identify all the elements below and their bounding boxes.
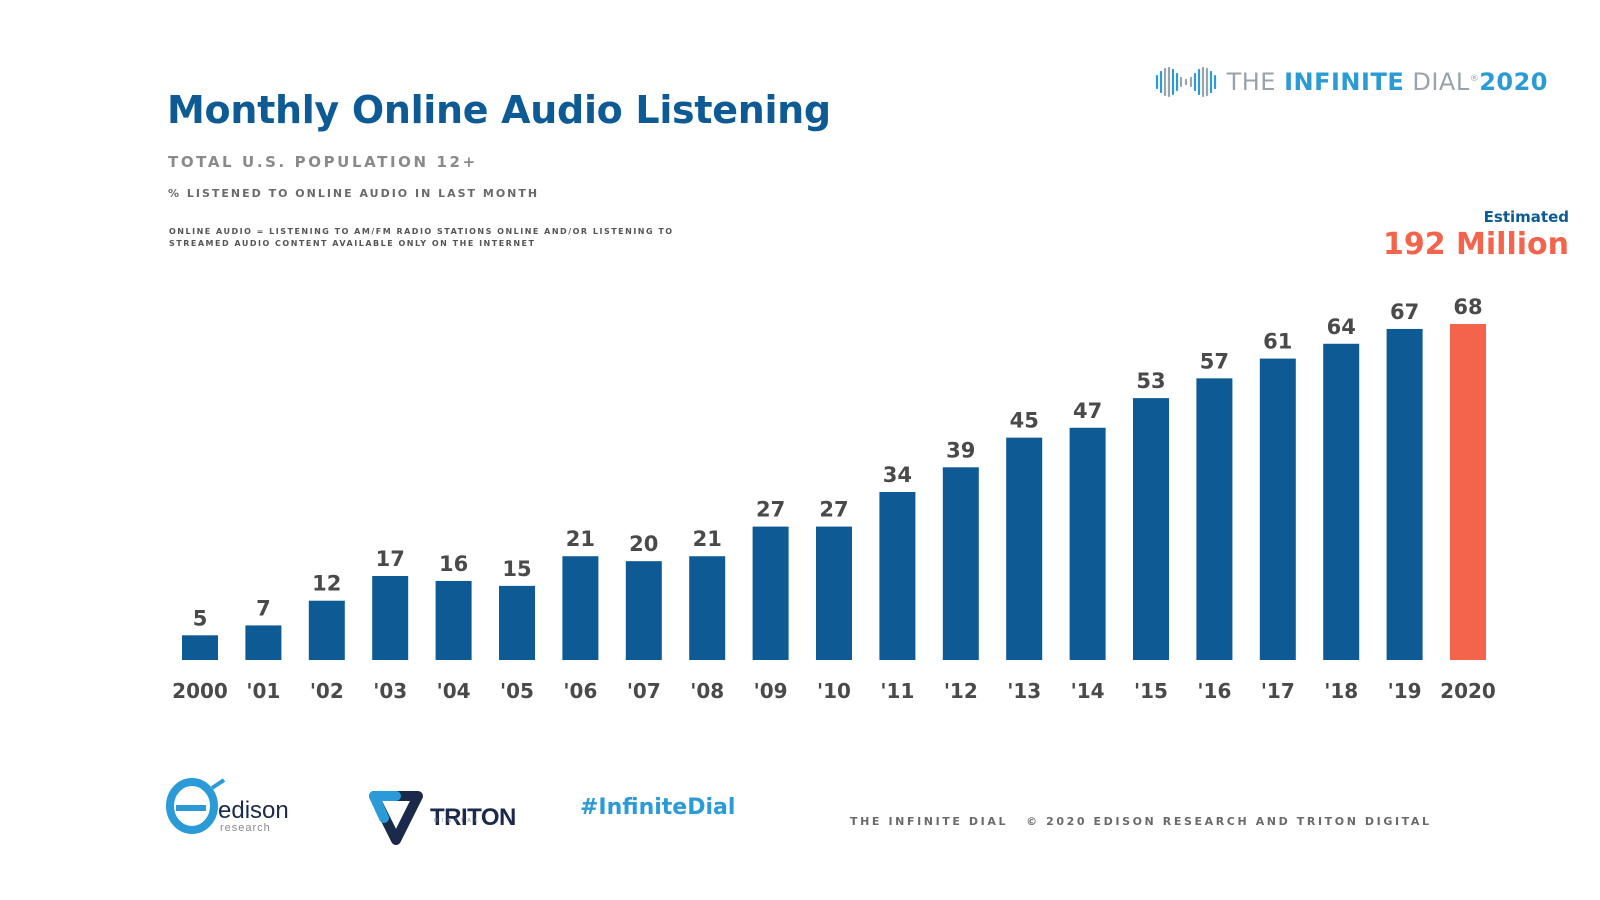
page-title: Monthly Online Audio Listening bbox=[167, 88, 831, 132]
brand-bold: INFINITE bbox=[1284, 68, 1405, 96]
bar-4 bbox=[435, 580, 472, 660]
data-label-5: 15 bbox=[502, 557, 531, 581]
brand-year: 2020 bbox=[1479, 68, 1548, 96]
infinite-dial-logo: THE INFINITE DIAL®2020 bbox=[1153, 64, 1548, 100]
bar-19 bbox=[1386, 328, 1423, 660]
data-label-14: 47 bbox=[1073, 399, 1102, 423]
registered-mark: ® bbox=[1469, 74, 1480, 84]
x-tick-label-6: '06 bbox=[563, 679, 597, 703]
copyright-line: THE INFINITE DIAL © 2020 EDISON RESEARCH … bbox=[850, 815, 1432, 828]
triton-name: TRITON bbox=[430, 804, 516, 831]
x-tick-label-11: '11 bbox=[880, 679, 914, 703]
bar-11 bbox=[879, 492, 916, 660]
data-label-18: 64 bbox=[1327, 315, 1356, 339]
bar-7 bbox=[625, 561, 662, 660]
bar-2 bbox=[308, 600, 345, 660]
x-tick-label-7: '07 bbox=[627, 679, 661, 703]
x-tick-label-1: '01 bbox=[246, 679, 280, 703]
data-label-16: 57 bbox=[1200, 349, 1229, 373]
bar-0 bbox=[182, 635, 218, 660]
bar-14 bbox=[1069, 427, 1106, 660]
bar-9 bbox=[752, 526, 789, 660]
x-tick-label-14: '14 bbox=[1071, 679, 1105, 703]
x-tick-label-4: '04 bbox=[437, 679, 471, 703]
data-label-3: 17 bbox=[376, 547, 405, 571]
brand-prefix: THE bbox=[1226, 68, 1285, 96]
bar-20 bbox=[1450, 324, 1486, 660]
bar-8 bbox=[689, 556, 726, 660]
bar-12 bbox=[942, 467, 979, 660]
data-label-20: 68 bbox=[1453, 295, 1482, 319]
x-tick-label-18: '18 bbox=[1324, 679, 1358, 703]
data-label-17: 61 bbox=[1263, 330, 1292, 354]
triton-triangle-icon bbox=[369, 791, 423, 845]
brand-wordmark: THE INFINITE DIAL®2020 bbox=[1227, 68, 1548, 96]
copyright-right: © 2020 EDISON RESEARCH AND TRITON DIGITA… bbox=[1026, 815, 1432, 828]
bar-5 bbox=[499, 585, 535, 660]
x-tick-label-0: 2000 bbox=[172, 679, 228, 703]
bar-18 bbox=[1323, 343, 1360, 660]
x-tick-label-17: '17 bbox=[1261, 679, 1295, 703]
bar-1 bbox=[245, 625, 282, 660]
x-tick-label-20: 2020 bbox=[1440, 679, 1496, 703]
data-label-13: 45 bbox=[1010, 409, 1039, 433]
bar-17 bbox=[1259, 358, 1296, 660]
data-label-1: 7 bbox=[256, 596, 271, 620]
bar-16 bbox=[1196, 378, 1233, 660]
x-tick-label-19: '19 bbox=[1388, 679, 1422, 703]
data-label-4: 16 bbox=[439, 552, 468, 576]
data-label-2: 12 bbox=[312, 572, 341, 596]
edison-sub: research bbox=[220, 822, 271, 834]
edison-name: edison bbox=[218, 797, 289, 824]
bar-15 bbox=[1133, 398, 1169, 660]
data-label-12: 39 bbox=[946, 438, 975, 462]
data-label-10: 27 bbox=[819, 498, 848, 522]
bar-6 bbox=[562, 556, 599, 660]
definition-note: ONLINE AUDIO = LISTENING TO AM/FM RADIO … bbox=[169, 227, 674, 248]
x-tick-label-10: '10 bbox=[817, 679, 851, 703]
x-tick-label-5: '05 bbox=[500, 679, 534, 703]
data-label-6: 21 bbox=[566, 527, 595, 551]
bar-10 bbox=[816, 526, 852, 660]
estimate-label: Estimated bbox=[1483, 208, 1569, 226]
brand-suffix: DIAL bbox=[1404, 68, 1470, 96]
copyright-left: THE INFINITE DIAL bbox=[850, 815, 1009, 828]
data-label-15: 53 bbox=[1136, 369, 1165, 393]
data-label-19: 67 bbox=[1390, 300, 1419, 324]
triton-sub: DIGITAL bbox=[434, 818, 482, 824]
population-subtitle: TOTAL U.S. POPULATION 12+ bbox=[168, 153, 478, 171]
x-tick-label-2: '02 bbox=[310, 679, 344, 703]
estimate-value: 192 Million bbox=[1382, 227, 1569, 262]
x-tick-label-16: '16 bbox=[1197, 679, 1231, 703]
data-label-8: 21 bbox=[693, 527, 722, 551]
waveform-logo-icon bbox=[1155, 66, 1216, 98]
bar-3 bbox=[372, 576, 409, 660]
data-label-11: 34 bbox=[883, 463, 912, 487]
x-tick-label-9: '09 bbox=[754, 679, 788, 703]
triton-digital-logo: TRITON DIGITAL bbox=[368, 790, 516, 846]
x-tick-label-12: '12 bbox=[944, 679, 978, 703]
edison-research-logo: edison research bbox=[166, 778, 289, 834]
x-tick-label-8: '08 bbox=[690, 679, 724, 703]
bar-13 bbox=[1006, 437, 1043, 660]
data-label-0: 5 bbox=[193, 606, 208, 630]
x-tick-label-3: '03 bbox=[373, 679, 407, 703]
x-tick-label-13: '13 bbox=[1007, 679, 1041, 703]
data-label-7: 20 bbox=[629, 532, 658, 556]
measure-subtitle: % LISTENED TO ONLINE AUDIO IN LAST MONTH bbox=[168, 187, 540, 200]
hashtag-link[interactable]: #InfiniteDial bbox=[580, 795, 736, 820]
x-tick-label-15: '15 bbox=[1134, 679, 1168, 703]
data-label-9: 27 bbox=[756, 498, 785, 522]
